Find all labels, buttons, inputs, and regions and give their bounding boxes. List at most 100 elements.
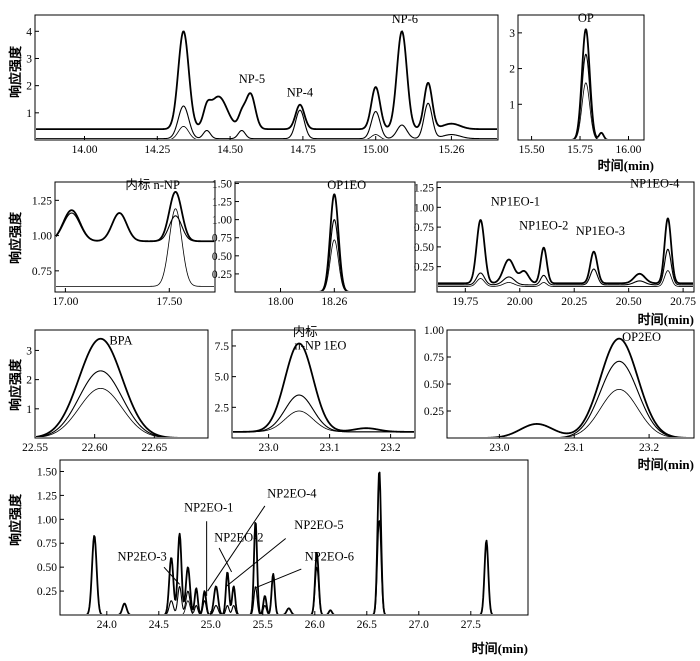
annotation-leader-line	[226, 538, 286, 587]
panel-internal-std-n-np1eo: 23.0 23.1 23.2 2.5 5.0 7.5 内标n-NP 1EO	[215, 325, 416, 454]
chromatogram-trace-1	[56, 190, 214, 243]
peak-label: 内标 n-NP	[125, 178, 180, 192]
plot-frame	[234, 181, 416, 293]
y-tick-label: 1.50	[212, 178, 232, 190]
y-tick-label: 3	[26, 53, 32, 65]
chromatogram-trace-3	[563, 389, 675, 437]
chromatogram-trace-2	[56, 212, 214, 242]
x-tick-label: 24.0	[97, 619, 117, 631]
y-tick-label: 0.25	[424, 406, 444, 418]
y-axis-title-row3: 响应强度	[8, 358, 23, 411]
x-tick-label: 23.1	[320, 442, 340, 454]
x-tick-label: 20.00	[507, 296, 533, 308]
y-tick-label: 1	[26, 404, 32, 416]
x-tick-label: 27.5	[461, 619, 481, 631]
panel-np2eo: 24.0 24.5 25.0 25.5 26.0 26.5 27.0 27.5 0.25 0.50…	[37, 459, 529, 631]
x-tick-label: 22.55	[22, 442, 48, 454]
peak-label: NP-4	[287, 86, 314, 100]
chromatogram-trace-3	[574, 82, 598, 139]
y-tick-label: 2	[26, 375, 32, 387]
y-tick-label: 1.00	[37, 514, 57, 526]
peak-label: OP1EO	[327, 178, 366, 192]
y-tick-label: 1.25	[32, 195, 52, 207]
x-tick-label: 23.1	[564, 442, 584, 454]
y-tick-label: 1.00	[414, 202, 434, 214]
y-tick-label: 0.50	[212, 251, 232, 263]
plot-frame	[59, 459, 529, 616]
x-tick-label: 23.0	[489, 442, 509, 454]
y-tick-label: 1.25	[212, 197, 232, 209]
x-tick-label: 22.60	[82, 442, 108, 454]
annotation-leader-line	[207, 505, 266, 592]
y-tick-label: 2	[26, 81, 32, 93]
x-tick-label: 23.2	[381, 442, 401, 454]
y-tick-label: 0.50	[37, 562, 57, 574]
panel-bpa: 22.55 22.60 22.65 1 2 3 BPA	[22, 329, 209, 454]
y-tick-label: 0.25	[414, 262, 434, 274]
y-tick-label: 0.75	[414, 222, 434, 234]
chromatogram-trace-1	[36, 337, 181, 437]
x-tick-label: 16.00	[616, 144, 642, 156]
x-tick-label: 22.65	[141, 442, 167, 454]
x-axis-title-np2eo: 时间(min)	[472, 641, 528, 656]
x-tick-label: 18.00	[268, 296, 294, 308]
chromatogram-trace-3	[233, 410, 414, 433]
panel-np1eo: 19.75 20.00 20.25 20.50 20.75 0.25 0.50 0.75 1.0…	[414, 177, 696, 308]
y-tick-label: 1	[509, 99, 515, 111]
y-tick-label: 2	[509, 64, 515, 76]
peak-label: NP2EO-5	[294, 518, 343, 532]
plot-frame	[436, 181, 695, 293]
chromatogram-trace-1	[36, 30, 497, 131]
chromatogram-trace-1	[485, 337, 689, 437]
chromatogram-trace-2	[36, 102, 497, 139]
chromatogram-trace-2	[36, 370, 169, 437]
peak-label: NP-6	[392, 12, 418, 26]
y-tick-label: 0.25	[37, 586, 57, 598]
x-tick-label: 25.0	[201, 619, 221, 631]
plot-frame	[517, 14, 645, 141]
peak-label: NP1EO-1	[491, 195, 540, 209]
y-tick-label: 0.50	[424, 379, 444, 391]
panel-np: 14.00 14.25 14.50 14.75 15.00 15.26 1 2 3 4 NP-5 NP…	[26, 12, 499, 156]
peak-label: NP2EO-4	[267, 486, 317, 500]
plot-frame	[231, 329, 416, 439]
chromatogram-trace-1	[233, 342, 414, 433]
chromatogram-trace-3	[56, 208, 214, 287]
x-axis-title-np1eo: 时间(min)	[638, 312, 694, 327]
x-tick-label: 15.26	[438, 144, 464, 156]
x-tick-label: 24.5	[149, 619, 169, 631]
y-tick-label: 1	[26, 108, 32, 120]
peak-label: BPA	[109, 334, 132, 348]
y-tick-label: 0.50	[414, 242, 434, 254]
x-tick-label: 17.50	[156, 296, 182, 308]
x-tick-label: 26.5	[357, 619, 377, 631]
y-tick-label: 1.50	[37, 466, 57, 478]
x-tick-label: 14.25	[144, 144, 170, 156]
x-axis-title-op2eo: 时间(min)	[638, 457, 694, 472]
y-tick-label: 0.75	[212, 233, 232, 245]
peak-label: NP2EO-2	[214, 530, 263, 544]
peak-label: NP-5	[239, 72, 265, 86]
y-tick-label: 1.25	[414, 183, 434, 195]
y-tick-label: 0.75	[37, 538, 57, 550]
annotation-leader-line	[163, 566, 180, 585]
chromatogram-trace-3	[182, 600, 194, 614]
x-tick-label: 20.75	[670, 296, 696, 308]
y-axis-title-row1: 响应强度	[8, 45, 23, 98]
y-axis-title-row4: 响应强度	[8, 493, 23, 546]
x-tick-label: 15.00	[363, 144, 389, 156]
chromatogram-trace-2	[321, 219, 348, 291]
y-tick-label: 0.25	[212, 269, 232, 281]
y-tick-label: 4	[26, 26, 32, 38]
chromatogram-trace-2	[559, 360, 680, 437]
panel-op2eo: 23.0 23.1 23.2 0.25 0.50 0.75 1.00 OP2EO	[424, 325, 695, 454]
x-tick-label: 25.5	[253, 619, 273, 631]
y-tick-label: 3	[509, 28, 515, 40]
y-tick-label: 2.5	[215, 402, 230, 414]
plot-frame	[34, 14, 499, 141]
x-tick-label: 14.00	[72, 144, 98, 156]
annotation-leader-line	[218, 547, 233, 573]
x-tick-label: 23.0	[259, 442, 279, 454]
peak-label: OP	[578, 11, 594, 25]
